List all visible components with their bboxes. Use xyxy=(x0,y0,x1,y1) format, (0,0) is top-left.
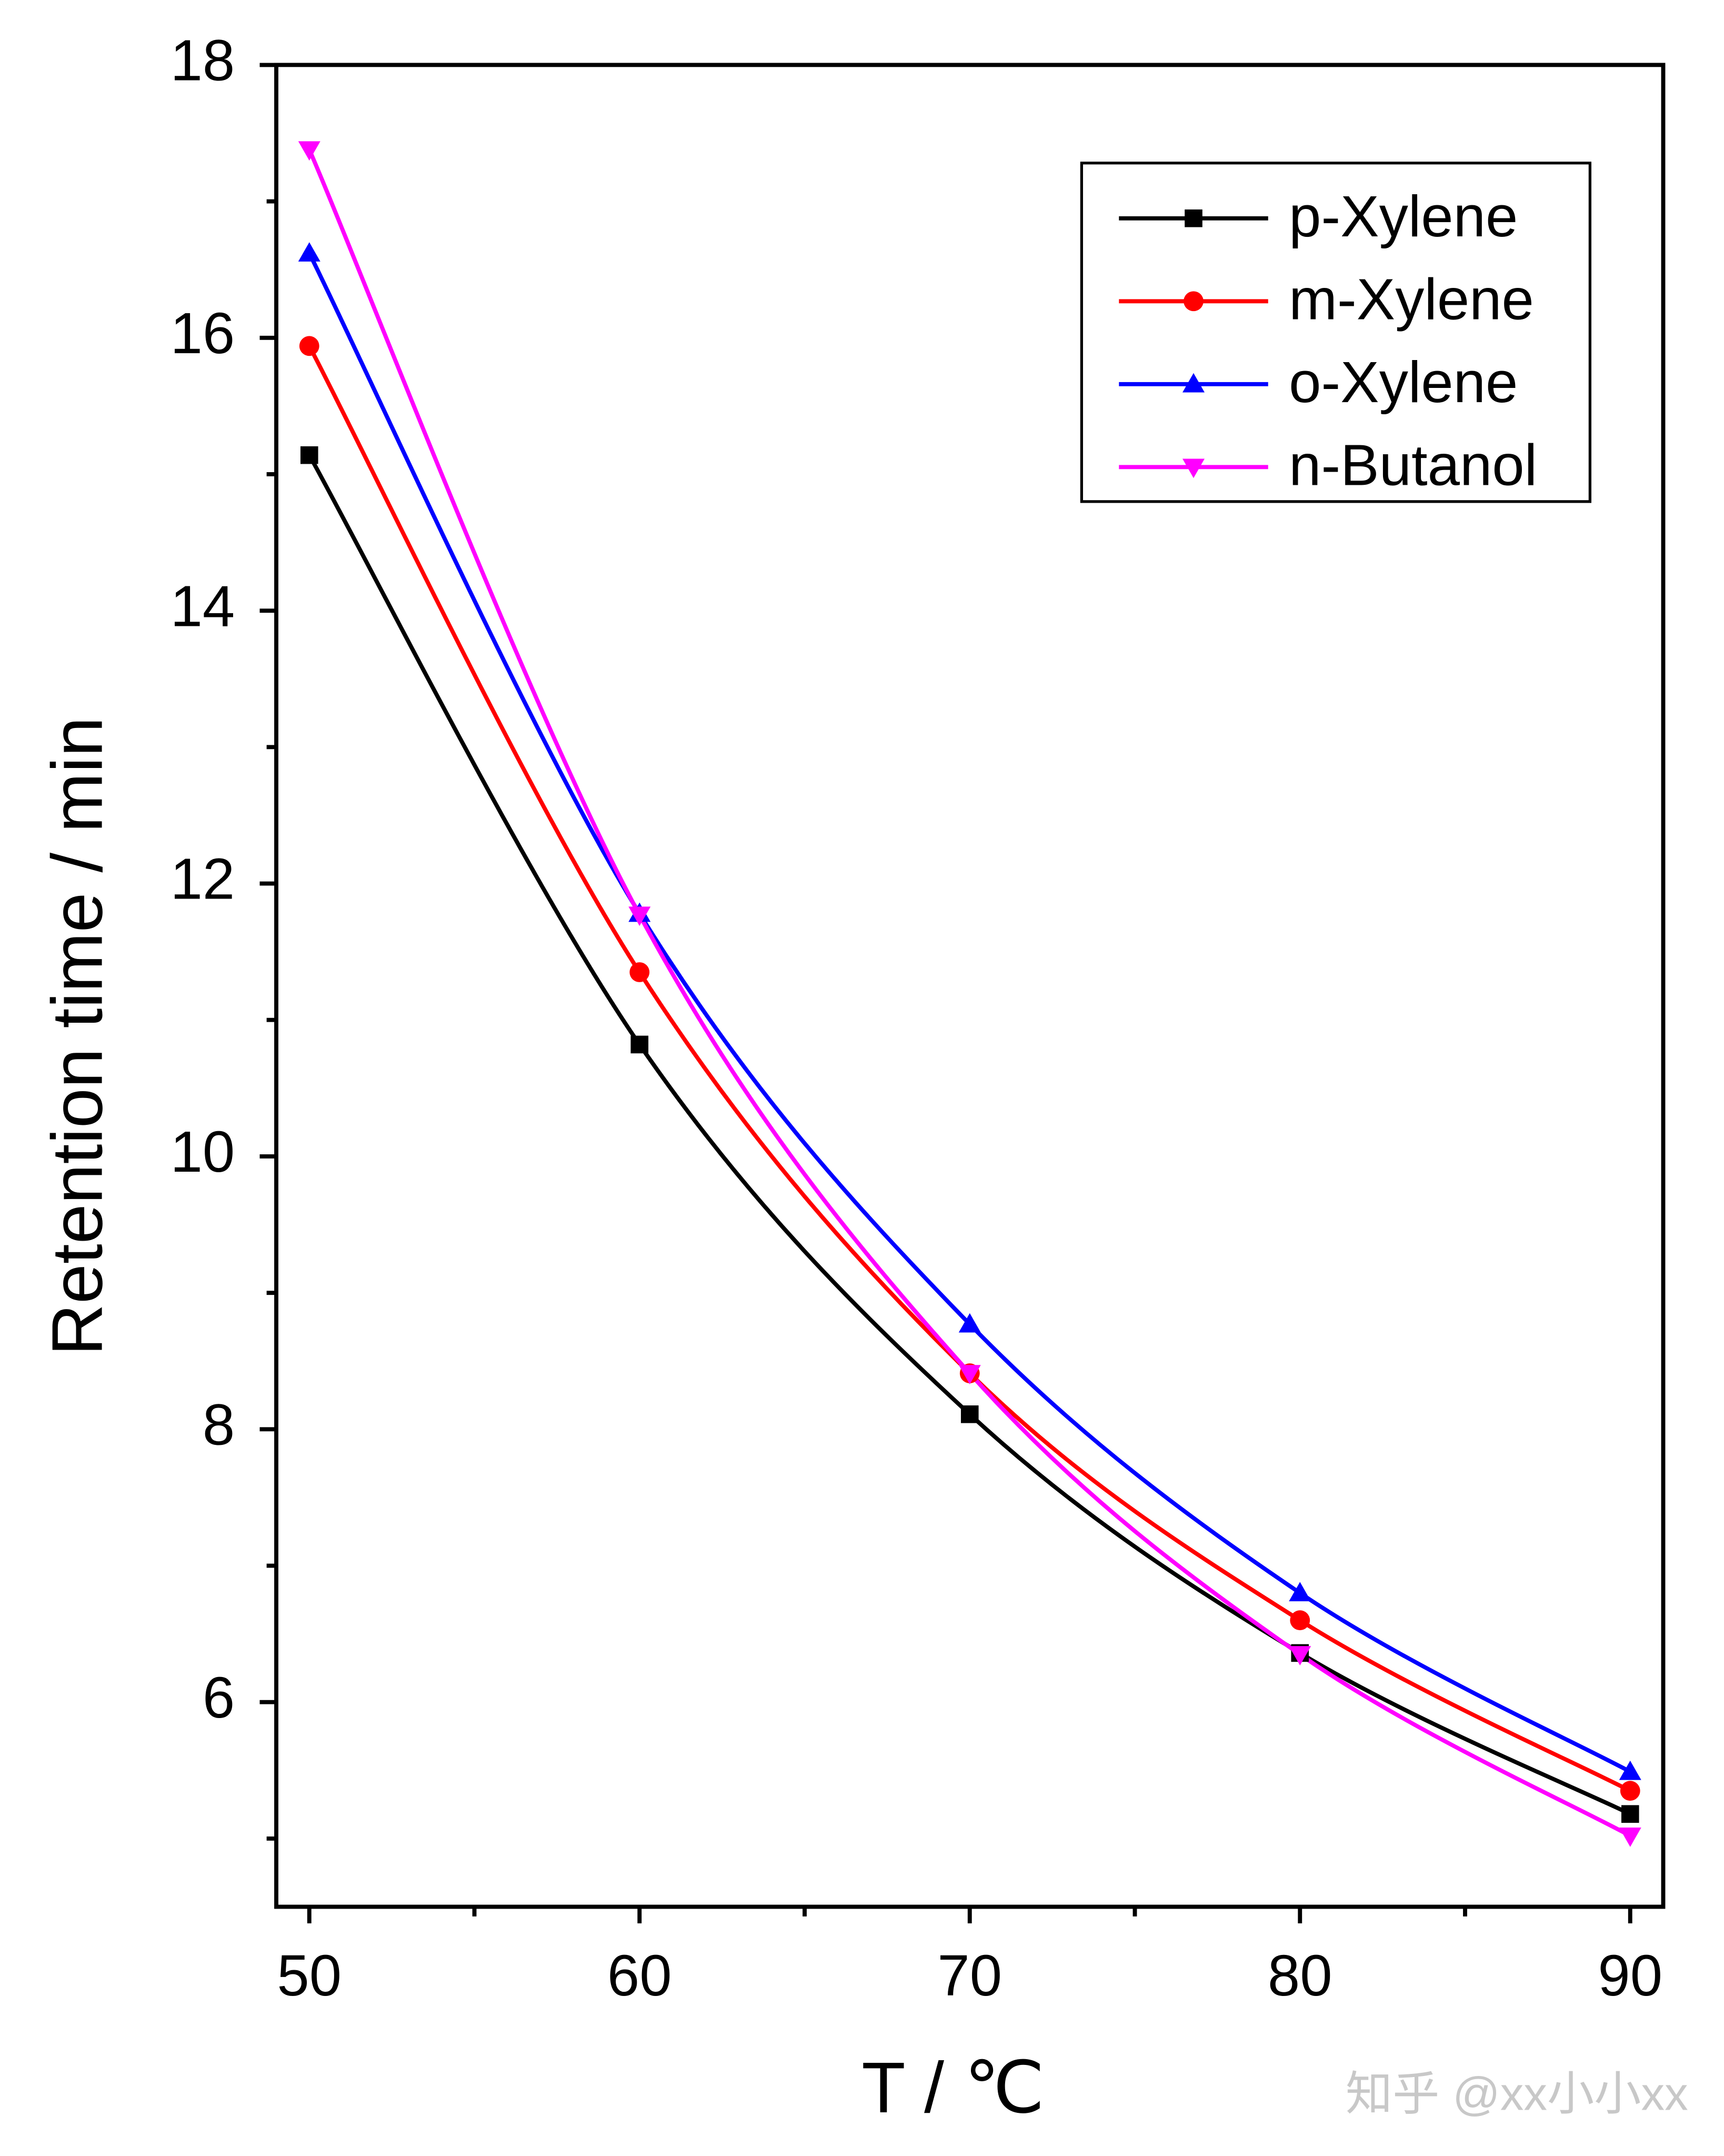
x-tick-label: 50 xyxy=(277,1943,342,2008)
data-point xyxy=(629,962,650,982)
legend: p-Xylene m-Xylene o-Xylene n-Butanol xyxy=(1080,162,1591,503)
x-tick-label: 70 xyxy=(937,1943,1002,2008)
data-point xyxy=(628,906,651,926)
legend-label: p-Xylene xyxy=(1289,184,1518,249)
plot-frame xyxy=(274,63,1666,1909)
data-point xyxy=(960,1405,979,1423)
series-line xyxy=(307,148,1631,1838)
y-tick-label: 18 xyxy=(171,28,235,93)
data-point xyxy=(1619,1760,1641,1780)
data-point xyxy=(958,1365,981,1385)
data-point xyxy=(298,141,320,161)
data-point xyxy=(299,336,319,356)
x-axis-label: T / ℃ xyxy=(861,2047,1045,2128)
data-point xyxy=(300,446,318,464)
data-point xyxy=(298,242,320,262)
legend-label: o-Xylene xyxy=(1289,350,1518,415)
data-point xyxy=(1621,1805,1639,1823)
series-line xyxy=(307,454,1631,1816)
x-tick-label: 90 xyxy=(1598,1943,1662,2008)
y-tick-label: 8 xyxy=(203,1392,235,1457)
legend-marker xyxy=(1182,373,1205,393)
x-tick-label: 80 xyxy=(1268,1943,1332,2008)
series-line xyxy=(307,252,1631,1774)
watermark: 知乎 @xx小小xx xyxy=(1346,2067,1688,2120)
series-line xyxy=(307,345,1631,1793)
data-point xyxy=(1289,1582,1311,1602)
y-tick-label: 6 xyxy=(203,1665,235,1730)
x-tick-label: 60 xyxy=(607,1943,672,2008)
legend-marker xyxy=(1182,458,1205,478)
data-point xyxy=(1620,1781,1640,1801)
data-point xyxy=(630,1035,649,1054)
legend-marker xyxy=(1184,291,1204,312)
data-point xyxy=(958,1313,981,1333)
legend-label: m-Xylene xyxy=(1289,267,1534,332)
y-tick-label: 14 xyxy=(171,574,235,638)
y-tick-label: 16 xyxy=(171,301,235,366)
y-tick-label: 12 xyxy=(171,847,235,912)
y-axis-label: Retention time / min xyxy=(37,717,117,1356)
legend-label: n-Butanol xyxy=(1289,433,1537,498)
legend-marker xyxy=(1185,209,1202,227)
data-point xyxy=(1290,1610,1310,1631)
y-tick-label: 10 xyxy=(171,1120,235,1184)
data-point xyxy=(1619,1827,1641,1847)
data-point xyxy=(1289,1646,1311,1665)
